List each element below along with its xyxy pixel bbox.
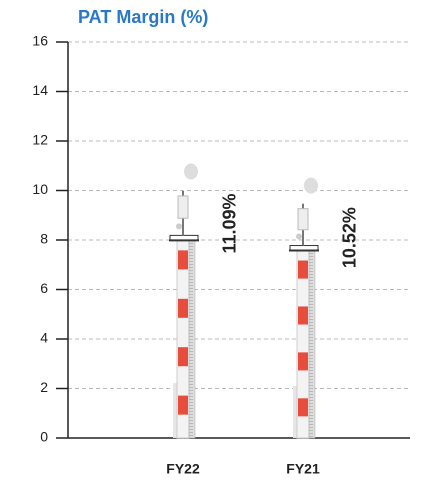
tower-smoke: [184, 163, 198, 180]
tower: [289, 177, 319, 439]
value-label: 11.09%: [220, 193, 240, 253]
tower-light: [176, 223, 182, 230]
x-tick-label: FY22: [166, 461, 200, 477]
y-tick-label: 6: [40, 280, 48, 296]
tower-stripe: [298, 398, 308, 417]
tower-ruler: [308, 250, 316, 439]
tower-stripe: [298, 306, 308, 325]
tower-antenna: [297, 208, 309, 231]
chart-title: PAT Margin (%): [78, 7, 208, 27]
y-tick-label: 0: [40, 429, 48, 445]
tower: [169, 163, 199, 439]
tower-stripe: [178, 347, 188, 367]
y-tick-label: 8: [40, 231, 48, 247]
value-label: 10.52%: [340, 207, 360, 268]
y-tick-label: 10: [32, 181, 48, 197]
tower-light: [296, 233, 302, 240]
y-tick-label: 12: [32, 132, 48, 148]
tower-stripe: [298, 352, 308, 371]
x-tick-label: FY21: [286, 461, 320, 477]
y-tick-label: 16: [32, 33, 48, 49]
y-tick-label: 14: [32, 82, 48, 98]
tower-stripe: [178, 250, 188, 270]
tower-antenna: [177, 195, 189, 219]
tower-stripe: [178, 298, 188, 318]
tower-stripe: [178, 395, 188, 415]
tower-stripe: [298, 260, 308, 279]
y-tick-label: 2: [40, 379, 48, 395]
tower-smoke: [304, 177, 318, 194]
y-tick-label: 4: [40, 330, 48, 346]
